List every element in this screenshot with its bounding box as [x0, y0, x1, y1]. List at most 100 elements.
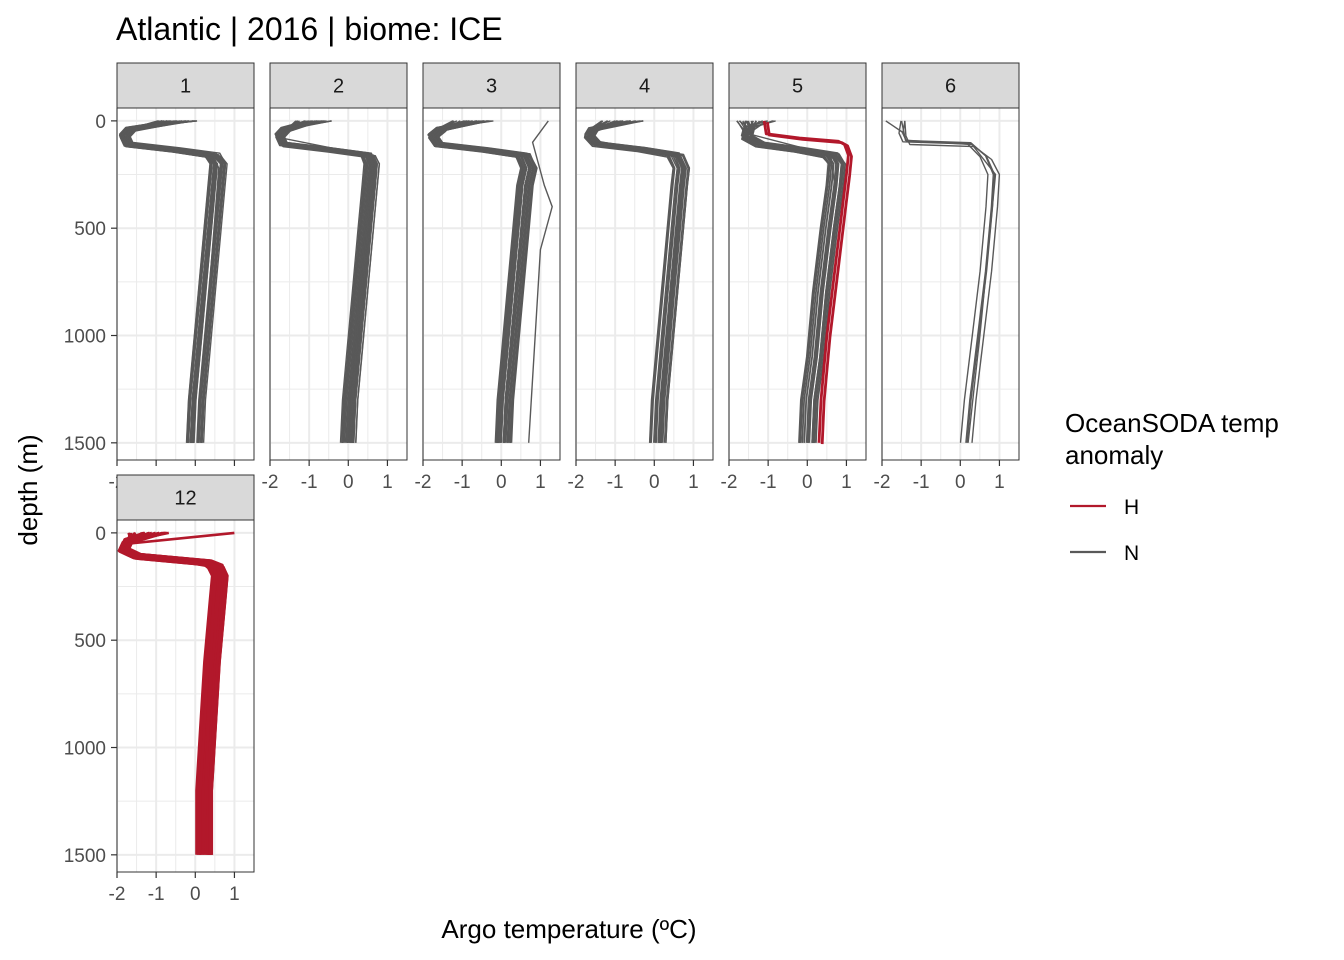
- x-tick-label: -2: [415, 472, 432, 493]
- series-lines: [427, 120, 553, 443]
- profile-line-n: [428, 120, 523, 443]
- sample-profile-line: [528, 120, 553, 443]
- y-tick-label: 0: [95, 524, 106, 545]
- profile-line-n: [129, 120, 228, 443]
- x-tick-label: 1: [535, 472, 546, 493]
- profile-line-n: [436, 120, 537, 443]
- profile-line-n: [429, 120, 526, 443]
- profile-line-n: [745, 120, 837, 443]
- profile-line-n: [119, 120, 212, 443]
- facet-strip: [269, 62, 408, 109]
- sample-profile-line: [123, 120, 220, 443]
- profile-line-n: [277, 120, 371, 443]
- facet-panel-3: 3 -2 -1 0 1: [415, 62, 561, 493]
- series-lines: [274, 120, 381, 443]
- facet-panel-4: 4 -2 -1 0 1: [568, 62, 714, 493]
- profile-line-n: [746, 120, 839, 443]
- facet-strip: [575, 62, 714, 109]
- x-tick-label: 1: [229, 884, 240, 905]
- profile-line-n: [589, 120, 684, 443]
- panel-border: [116, 107, 255, 461]
- facet-strip-label: 4: [639, 76, 650, 98]
- sample-profile-line: [900, 120, 997, 443]
- x-tick-label: 0: [802, 472, 813, 493]
- panel-border: [881, 107, 1020, 461]
- x-tick-label: -2: [721, 472, 738, 493]
- x-tick-label: 1: [841, 472, 852, 493]
- profile-line-n: [591, 120, 686, 443]
- facet-strip-label: 12: [174, 488, 196, 510]
- y-tick-label: 1500: [64, 434, 106, 455]
- y-tick-label: 1500: [64, 846, 106, 867]
- facet-strip: [728, 62, 867, 109]
- profile-line-n: [741, 120, 831, 443]
- profile-line-n: [432, 120, 531, 443]
- x-tick-label: -2: [262, 472, 279, 493]
- x-tick-label: -1: [301, 472, 318, 493]
- legend-label-n: N: [1124, 542, 1139, 565]
- x-tick-label: 1: [382, 472, 393, 493]
- panel-border: [269, 107, 408, 461]
- x-tick-label: -1: [913, 472, 930, 493]
- profile-line-n: [274, 120, 365, 443]
- profile-line-n: [584, 120, 675, 443]
- facet-strip-label: 5: [792, 76, 803, 98]
- plot-background: [882, 108, 1019, 460]
- x-axis-title: Argo temperature (ºC): [441, 914, 696, 944]
- y-tick-label: 500: [74, 631, 106, 652]
- x-tick-label: 0: [496, 472, 507, 493]
- profile-line-n: [275, 120, 367, 443]
- x-tick-label: 1: [994, 472, 1005, 493]
- panel-border: [116, 519, 255, 873]
- x-tick-label: -2: [874, 472, 891, 493]
- profile-line-n: [277, 120, 369, 443]
- x-tick-label: -2: [109, 884, 126, 905]
- plot-background: [117, 108, 254, 460]
- profile-line-n: [744, 120, 835, 443]
- x-tick-label: 0: [343, 472, 354, 493]
- panel-border: [728, 107, 867, 461]
- y-tick-label: 500: [74, 219, 106, 240]
- legend-title: anomaly: [1065, 440, 1163, 470]
- y-tick-label: 1000: [64, 739, 106, 760]
- profile-line-n: [278, 120, 372, 443]
- profile-line-h: [766, 121, 853, 445]
- profile-line-n: [126, 120, 224, 443]
- profile-line-n: [740, 120, 829, 443]
- plot-background: [423, 108, 560, 460]
- series-lines: [736, 120, 853, 445]
- panel-border: [422, 107, 561, 461]
- series-lines: [583, 120, 691, 443]
- facet-strip-label: 6: [945, 76, 956, 98]
- y-axis-title: depth (m): [13, 434, 43, 545]
- plot-background: [270, 108, 407, 460]
- profile-line-n: [898, 120, 989, 443]
- facet-strip-label: 1: [180, 76, 191, 98]
- series-lines: [117, 531, 235, 855]
- series-lines: [885, 120, 1001, 443]
- legend-title: OceanSODA temp: [1065, 408, 1279, 438]
- profile-line-n: [427, 120, 522, 443]
- profile-line-n: [430, 120, 527, 443]
- facet-panel-12: 12 0 500 1000 1500-2 -1 0 1: [64, 474, 255, 905]
- series-lines: [118, 120, 228, 443]
- facet-panels: 1050010001500-2-1012-2-1013-2-1014-2-101…: [64, 62, 1020, 905]
- profile-line-h: [118, 531, 215, 855]
- x-tick-label: 1: [688, 472, 699, 493]
- x-tick-label: 0: [955, 472, 966, 493]
- sample-profile-line: [122, 531, 235, 855]
- facet-strip-label: 2: [333, 76, 344, 98]
- sample-profile-line: [747, 120, 836, 443]
- x-tick-label: -1: [454, 472, 471, 493]
- sample-profile-line: [590, 120, 683, 443]
- x-tick-label: -1: [148, 884, 165, 905]
- x-tick-label: -1: [760, 472, 777, 493]
- facet-panel-6: 6 -2 -1 0 1: [874, 62, 1020, 493]
- x-tick-label: 0: [190, 884, 201, 905]
- panel-border: [575, 107, 714, 461]
- y-tick-label: 0: [95, 112, 106, 133]
- sample-profile-line: [280, 120, 373, 443]
